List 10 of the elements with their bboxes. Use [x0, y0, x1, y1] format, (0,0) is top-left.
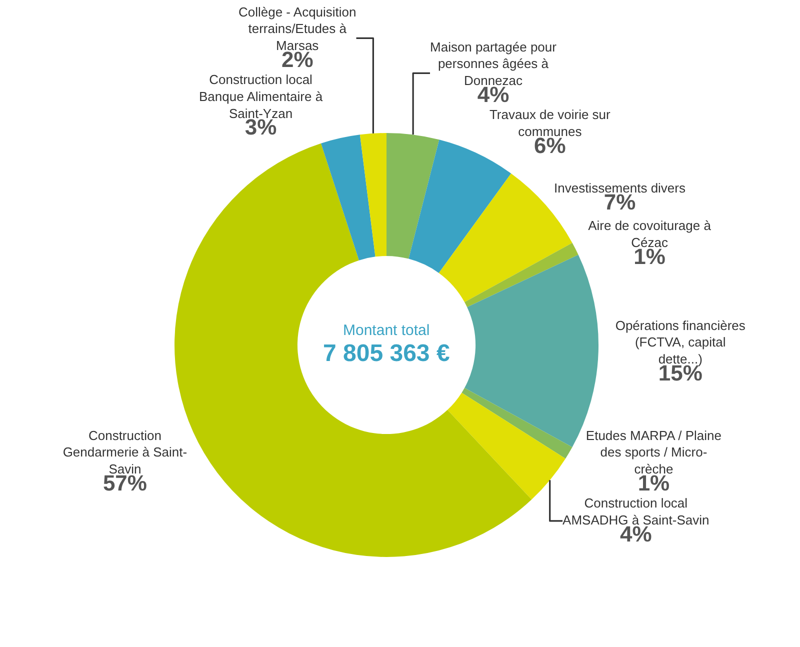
- donut-slice: [447, 392, 566, 500]
- donut-slice: [408, 140, 512, 273]
- donut-slice: [462, 388, 572, 459]
- donut-slice: [320, 134, 376, 260]
- text: 7 805 363 €: [323, 340, 450, 367]
- slice-label: Travaux de voirie sur communes: [489, 106, 612, 139]
- text: Montant total: [343, 322, 430, 339]
- donut-slice: [360, 133, 386, 257]
- donut-slice: [386, 133, 440, 259]
- donut-slice: [464, 242, 578, 308]
